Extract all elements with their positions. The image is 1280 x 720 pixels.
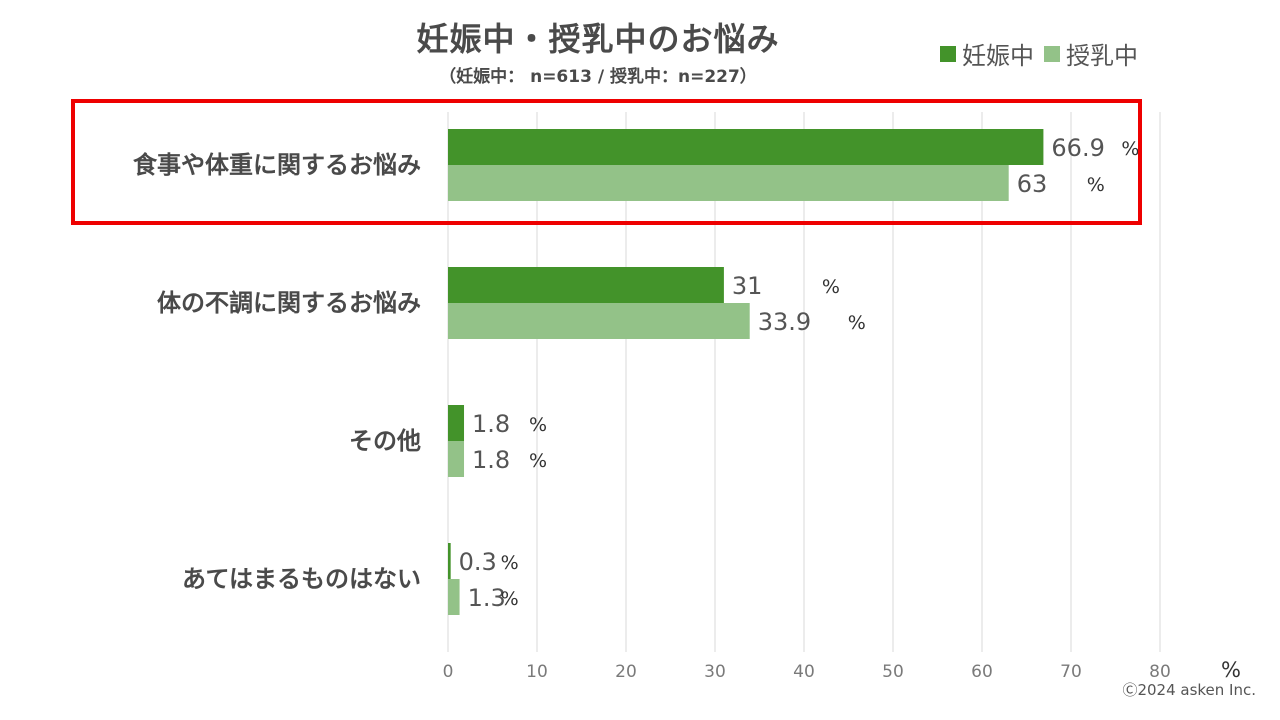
bar [448, 543, 451, 579]
value-label: 1.8 [472, 410, 510, 438]
value-label: 31 [732, 272, 763, 300]
x-axis-unit-label: % [1221, 658, 1241, 682]
x-tick-label: 60 [971, 662, 993, 682]
bar [448, 303, 750, 339]
category-label: 食事や体重に関するお悩み [133, 151, 421, 179]
category-label: その他 [349, 427, 421, 455]
bar [448, 129, 1044, 165]
x-tick-label: 10 [526, 662, 548, 682]
x-tick-label: 70 [1060, 662, 1082, 682]
legend-swatch-breastfeeding [1044, 45, 1060, 62]
value-unit-label: % [529, 414, 547, 436]
value-unit-label: % [529, 450, 547, 472]
chart-subtitle: （妊娠中： n=613 / 授乳中：n=227） [439, 67, 757, 87]
value-unit-label: % [501, 588, 519, 610]
x-tick-label: 20 [615, 662, 637, 682]
category-label: あてはまるものはない [182, 565, 421, 593]
bar [448, 441, 465, 477]
category-label: 体の不調に関するお悩み [157, 289, 421, 317]
bar [448, 165, 1009, 201]
x-tick-label: 0 [443, 662, 454, 682]
chart-legend: 妊娠中 授乳中 [940, 36, 1138, 71]
x-tick-label: 80 [1149, 662, 1171, 682]
bar [448, 267, 724, 303]
value-label: 66.9 [1051, 134, 1104, 162]
value-label: 0.3 [459, 548, 497, 576]
x-tick-label: 30 [704, 662, 726, 682]
copyright-notice: Ⓒ2024 asken Inc. [1122, 681, 1256, 699]
value-label: 63 [1017, 170, 1048, 198]
x-tick-label: 50 [882, 662, 904, 682]
value-label: 33.9 [758, 308, 811, 336]
value-unit-label: % [1087, 174, 1105, 196]
bar [448, 405, 465, 441]
legend-label-pregnancy: 妊娠中 [962, 42, 1034, 70]
x-tick-label: 40 [793, 662, 815, 682]
legend-item-pregnancy: 妊娠中 [940, 36, 1034, 71]
legend-item-breastfeeding: 授乳中 [1044, 36, 1138, 71]
bar [448, 579, 460, 615]
value-unit-label: % [822, 276, 840, 298]
value-unit-label: % [848, 312, 866, 334]
legend-swatch-pregnancy [940, 45, 956, 62]
value-label: 1.8 [472, 446, 510, 474]
value-unit-label: % [1121, 138, 1139, 160]
highlight-frame [71, 99, 1142, 225]
value-label: 1.3 [468, 584, 506, 612]
chart-title: 妊娠中・授乳中のお悩み [416, 20, 780, 58]
legend-label-breastfeeding: 授乳中 [1066, 42, 1138, 70]
value-unit-label: % [501, 552, 519, 574]
